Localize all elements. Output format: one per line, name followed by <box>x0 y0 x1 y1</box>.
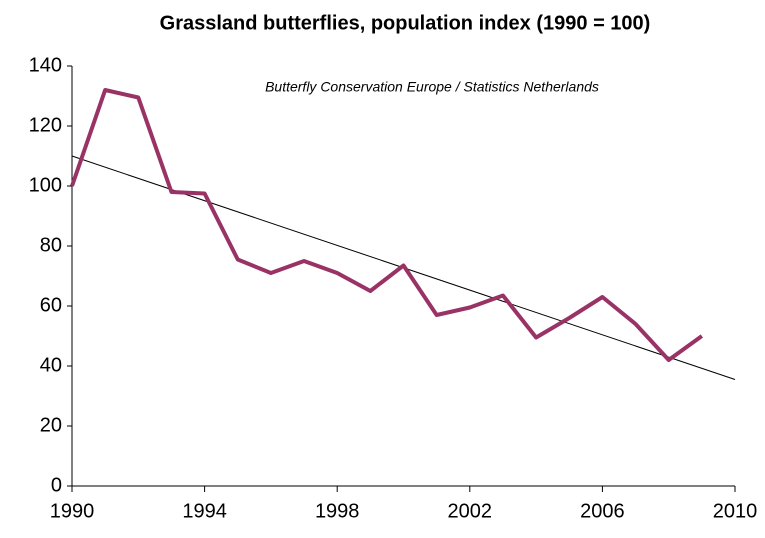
x-tick-label: 2010 <box>713 500 758 522</box>
x-tick-label: 1998 <box>315 500 360 522</box>
y-tick-label: 40 <box>40 354 62 376</box>
y-tick-label: 80 <box>40 234 62 256</box>
x-tick-label: 2002 <box>448 500 493 522</box>
y-tick-label: 120 <box>29 114 62 136</box>
x-tick-label: 2006 <box>580 500 625 522</box>
y-tick-label: 20 <box>40 414 62 436</box>
x-tick-label: 1994 <box>182 500 227 522</box>
y-tick-label: 0 <box>51 474 62 496</box>
series-line <box>70 88 704 362</box>
x-tick-label: 1990 <box>50 500 95 522</box>
y-tick-label: 140 <box>29 54 62 76</box>
annotation: Butterfly Conservation Europe / Statisti… <box>265 79 599 95</box>
y-tick-label: 60 <box>40 294 62 316</box>
y-tick-label: 100 <box>29 174 62 196</box>
chart-title: Grassland butterflies, population index … <box>160 12 651 34</box>
